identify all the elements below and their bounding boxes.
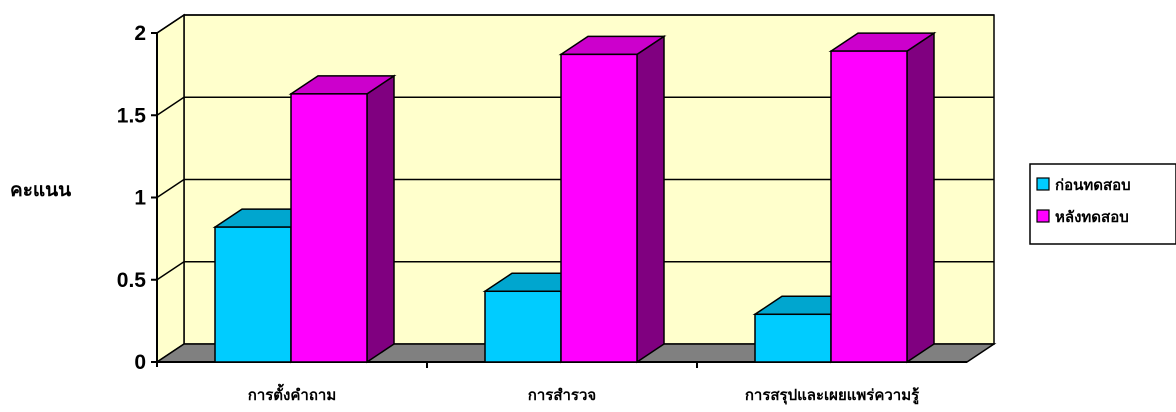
bar-front: [290, 93, 368, 363]
bar: [828, 31, 937, 364]
y-tick-label: 0: [134, 351, 146, 374]
bar-front: [754, 313, 832, 363]
y-ticks: 0 0.5 1 1.5 2: [117, 22, 157, 374]
x-tick-label: การตั้งคำถาม: [248, 383, 336, 404]
legend-swatch-after: [1036, 209, 1050, 223]
y-tick-label: 2: [134, 22, 146, 45]
gridline-side: [156, 14, 185, 34]
y-tick-label: 0.5: [117, 269, 147, 292]
bar-side: [906, 31, 935, 364]
bars: [212, 31, 937, 364]
legend-swatch-before: [1036, 177, 1050, 191]
x-ticks: การตั้งคำถาม การสำรวจ การสรุปและเผยแพร่ควา…: [248, 362, 920, 405]
bar-front: [830, 50, 908, 363]
gridline-side: [156, 261, 185, 281]
bar-front: [214, 226, 292, 363]
y-axis-label: คะแนน: [10, 179, 71, 201]
bar-front: [484, 290, 562, 363]
bar: [288, 74, 397, 364]
y-tick-label: 1.5: [117, 104, 147, 127]
x-tick-label: การสำรวจ: [528, 386, 596, 404]
legend: ก่อนทดสอบ หลังทดสอบ: [1029, 163, 1176, 245]
bar-side: [636, 34, 665, 364]
gridline-side: [156, 96, 185, 116]
bar-front: [560, 53, 638, 363]
bar: [558, 34, 667, 364]
gridline-side: [156, 178, 185, 199]
y-tick-label: 1: [134, 187, 146, 210]
bar-side: [366, 74, 395, 364]
legend-label-after: หลังทดสอบ: [1055, 208, 1129, 226]
x-tick-label: การสรุปและเผยแพร่ความรู้: [745, 386, 920, 405]
legend-label-before: ก่อนทดสอบ: [1055, 176, 1131, 194]
